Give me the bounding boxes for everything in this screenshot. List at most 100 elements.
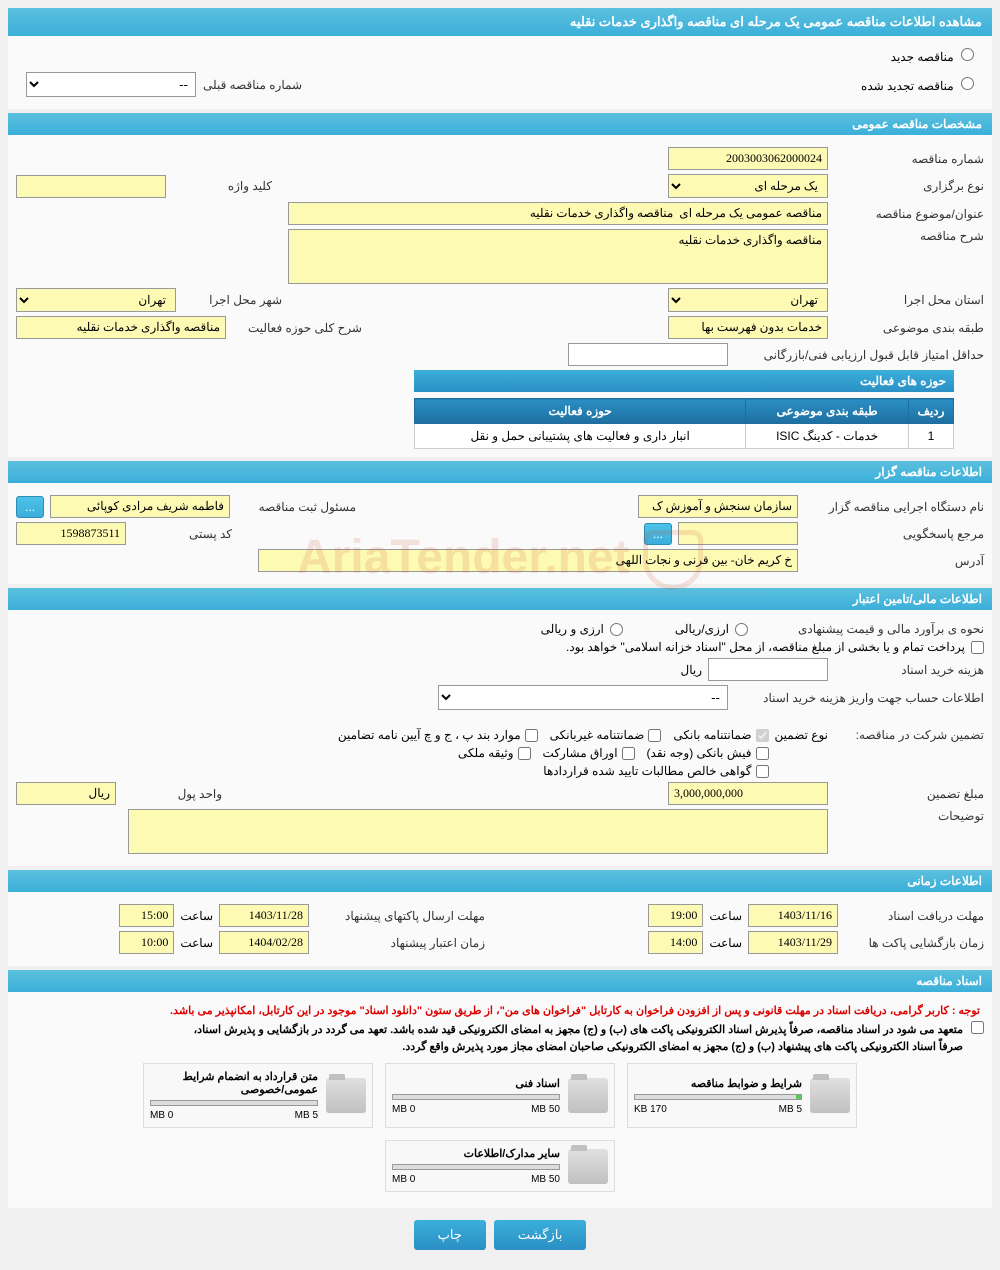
postal-label: کد پستی — [132, 527, 232, 541]
doc-card[interactable]: سایر مدارک/اطلاعات 50 MB0 MB — [385, 1140, 615, 1192]
th-activity: حوزه فعالیت — [415, 399, 746, 424]
keyword-input[interactable] — [16, 175, 166, 198]
prev-number-label: شماره مناقصه قبلی — [202, 78, 302, 92]
subject-input[interactable] — [288, 202, 828, 225]
section-financial-body: نحوه ی برآورد مالی و قیمت پیشنهادی ارزی/… — [8, 610, 992, 866]
guarantee-main-label: تضمین شرکت در مناقصه: — [834, 728, 984, 742]
lbl-bank-guarantee: ضمانتنامه بانکی — [673, 728, 751, 742]
cell-act: انبار داری و فعالیت های پشتیبانی حمل و ن… — [415, 424, 746, 449]
th-row: ردیف — [909, 399, 954, 424]
chk-cert[interactable] — [756, 765, 769, 778]
chk-bank-guarantee[interactable] — [756, 729, 769, 742]
responder-label: مرجع پاسخگویی — [804, 527, 984, 541]
doc-card[interactable]: متن قرارداد به انضمام شرایط عمومی/خصوصی … — [143, 1063, 373, 1128]
notes-textarea[interactable] — [128, 809, 828, 854]
category-label: طبقه بندی موضوعی — [834, 321, 984, 335]
tender-number-input[interactable] — [668, 147, 828, 170]
province-label: استان محل اجرا — [834, 293, 984, 307]
postal-input[interactable] — [16, 522, 126, 545]
desc-textarea[interactable] — [288, 229, 828, 284]
city-select[interactable]: تهران — [16, 288, 176, 312]
chk-bonds[interactable] — [622, 747, 635, 760]
checkbox-budget-note[interactable] — [971, 641, 984, 654]
address-input[interactable] — [258, 549, 798, 572]
chk-cases[interactable] — [525, 729, 538, 742]
chk-property[interactable] — [518, 747, 531, 760]
doc-used: 170 KB — [634, 1104, 667, 1115]
doc-card[interactable]: شرایط و ضوابط مناقصه 5 MB170 KB — [627, 1063, 857, 1128]
validity-time-input[interactable] — [119, 931, 174, 954]
guarantee-amount-input[interactable] — [668, 782, 828, 805]
org-input[interactable] — [638, 495, 798, 518]
radio-currency-rial[interactable] — [735, 623, 748, 636]
prev-number-select[interactable]: -- — [26, 72, 196, 97]
validity-label: زمان اعتبار پیشنهاد — [315, 936, 485, 950]
lbl-bonds: اوراق مشارکت — [543, 746, 618, 760]
checkbox-commitment[interactable] — [971, 1021, 984, 1034]
chk-cash[interactable] — [756, 747, 769, 760]
radio-new-label: مناقصه جدید — [891, 50, 954, 64]
radio-new-tender[interactable] — [961, 48, 974, 61]
receive-date-input[interactable] — [748, 904, 838, 927]
doc-cost-input[interactable] — [708, 658, 828, 681]
desc-label: شرح مناقصه — [834, 229, 984, 243]
lbl-cases: موارد بند پ ، ج و چ آیین نامه تضامین — [338, 728, 521, 742]
estimate-label: نحوه ی برآورد مالی و قیمت پیشنهادی — [754, 622, 984, 636]
doc-title: سایر مدارک/اطلاعات — [392, 1147, 560, 1160]
folder-icon — [568, 1078, 608, 1113]
open-label: زمان بازگشایی پاکت ها — [844, 936, 984, 950]
category-input[interactable] — [668, 316, 828, 339]
currency-unit-input[interactable] — [16, 782, 116, 805]
cell-cat: خدمات - کدینگ ISIC — [746, 424, 909, 449]
doc-total: 5 MB — [295, 1110, 318, 1121]
section-timing-body: مهلت دریافت اسناد ساعت زمان بازگشایی پاک… — [8, 892, 992, 966]
doc-title: شرایط و ضوابط مناقصه — [634, 1077, 802, 1090]
budget-note: پرداخت تمام و یا بخشی از مبلغ مناقصه، از… — [566, 640, 965, 654]
receive-time-input[interactable] — [648, 904, 703, 927]
radio-renewed-tender[interactable] — [961, 77, 974, 90]
doc-grid: شرایط و ضوابط مناقصه 5 MB170 KB اسناد فن… — [16, 1055, 984, 1200]
activity-scope-input[interactable] — [16, 316, 226, 339]
lbl-property: وثیقه ملکی — [458, 746, 514, 760]
doc-card[interactable]: اسناد فنی 50 MB0 MB — [385, 1063, 615, 1128]
page-title: مشاهده اطلاعات مناقصه عمومی یک مرحله ای … — [8, 8, 992, 36]
keyword-label: کلید واژه — [172, 179, 272, 193]
holding-type-select[interactable]: یک مرحله ای — [668, 174, 828, 198]
cell-n: 1 — [909, 424, 954, 449]
address-label: آدرس — [804, 554, 984, 568]
subject-label: عنوان/موضوع مناقصه — [834, 207, 984, 221]
submit-deadline-label: مهلت ارسال پاکتهای پیشنهاد — [315, 909, 485, 923]
registrar-input[interactable] — [50, 495, 230, 518]
validity-date-input[interactable] — [219, 931, 309, 954]
holding-type-label: نوع برگزاری — [834, 179, 984, 193]
open-time-input[interactable] — [648, 931, 703, 954]
lbl-cash: فیش بانکی (وجه نقد) — [647, 746, 752, 760]
radio-currency-fx[interactable] — [610, 623, 623, 636]
responder-more-button[interactable]: ... — [644, 523, 672, 545]
doc-used: 0 MB — [392, 1174, 415, 1185]
responder-input[interactable] — [678, 522, 798, 545]
province-select[interactable]: تهران — [668, 288, 828, 312]
submit-date-input[interactable] — [219, 904, 309, 927]
deposit-account-label: اطلاعات حساب جهت واریز هزینه خرید اسناد — [734, 691, 984, 705]
currency-type-label: ارزی/ریالی — [675, 622, 729, 636]
registrar-more-button[interactable]: ... — [16, 496, 44, 518]
org-label: نام دستگاه اجرایی مناقصه گزار — [804, 500, 984, 514]
open-date-input[interactable] — [748, 931, 838, 954]
doc-title: متن قرارداد به انضمام شرایط عمومی/خصوصی — [150, 1070, 318, 1096]
submit-time-input[interactable] — [119, 904, 174, 927]
chk-nonbank[interactable] — [648, 729, 661, 742]
notice-red: توجه : کاربر گرامی، دریافت اسناد در مهلت… — [16, 1000, 984, 1021]
deposit-account-select[interactable]: -- — [438, 685, 728, 710]
city-label: شهر محل اجرا — [182, 293, 282, 307]
doc-used: 0 MB — [150, 1110, 173, 1121]
th-category: طبقه بندی موضوعی — [746, 399, 909, 424]
currency-fx-label: ارزی و ریالی — [541, 622, 604, 636]
min-score-input[interactable] — [568, 343, 728, 366]
section-organizer-body: نام دستگاه اجرایی مناقصه گزار مسئول ثبت … — [8, 483, 992, 584]
section-timing-header: اطلاعات زمانی — [8, 870, 992, 892]
section-documents-body: توجه : کاربر گرامی، دریافت اسناد در مهلت… — [8, 992, 992, 1208]
doc-title: اسناد فنی — [392, 1077, 560, 1090]
doc-bar-fill — [796, 1095, 801, 1099]
activity-table-title: حوزه های فعالیت — [414, 370, 954, 392]
